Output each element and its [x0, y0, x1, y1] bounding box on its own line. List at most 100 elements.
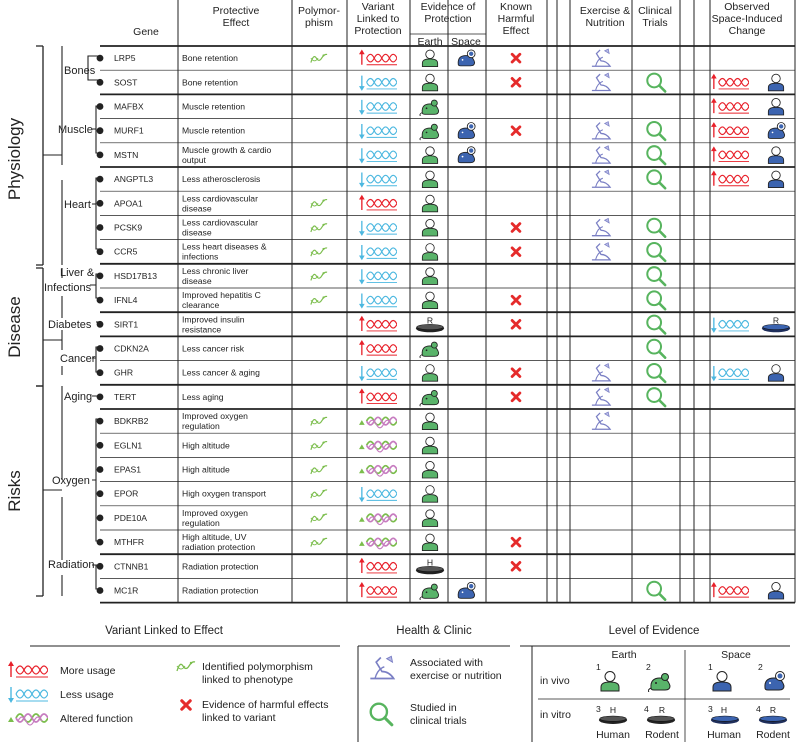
polymorphism-icon [310, 416, 328, 427]
effect-label: Improved oxygen regulation [182, 508, 248, 528]
legend-human-label-a: Human [596, 729, 630, 741]
legend-poly-label-2: linked to phenotype [202, 674, 293, 686]
gene-label: EPAS1 [114, 465, 141, 475]
gene-node [96, 393, 104, 401]
gene-node [96, 562, 104, 570]
legend-level-title: Level of Evidence [609, 625, 700, 637]
observed-more-icon [711, 581, 749, 598]
legend-num-3b: 3 [708, 704, 713, 714]
gene-label: APOA1 [114, 198, 143, 208]
header-effect: Protective Effect [213, 5, 260, 29]
human-icon [421, 267, 439, 285]
polymorphism-icon [310, 513, 328, 523]
variant-more-icon [359, 48, 397, 66]
exercise-icon [591, 145, 611, 164]
effect-label: Less cardiovascular disease [182, 193, 258, 213]
exercise-icon [591, 362, 611, 382]
effect-label: Radiation protection [182, 586, 259, 596]
legend-clinical-label-2: clinical trials [410, 715, 467, 727]
human-icon [421, 49, 439, 68]
legend-dish-r-b: R [770, 705, 776, 715]
exercise-icon [591, 241, 611, 261]
clinical-trial-icon [646, 580, 667, 601]
variant-less-icon [359, 244, 397, 261]
clinical-trial-icon [646, 120, 667, 142]
variant-less-icon [359, 123, 397, 140]
legend-space-human-icon [712, 671, 732, 692]
clinical-trial-icon [646, 314, 667, 335]
harmful-effect-icon [510, 77, 522, 88]
legend-exercise-label-2: exercise or nutrition [410, 670, 502, 682]
legend-variant-title: Variant Linked to Effect [105, 625, 224, 637]
petri-dish-icon [415, 324, 445, 333]
clinical-trial-icon [646, 72, 667, 93]
gene-node [96, 587, 104, 594]
human-icon [767, 73, 785, 92]
group-infections: Infections [44, 282, 92, 294]
harmful-effect-icon [510, 246, 522, 257]
variant-less-icon [359, 268, 397, 286]
table-headers: Gene Protective Effect Polymor-phism Vari… [133, 1, 782, 48]
header-space: Space [451, 36, 481, 48]
human-icon [421, 291, 439, 310]
human-icon [421, 460, 439, 479]
polymorphism-icon [310, 537, 328, 548]
legend-poly-icon [176, 661, 196, 672]
effect-label: Bone retention [182, 77, 238, 87]
legend-clinical-label-1: Studied in [410, 702, 457, 714]
human-icon [421, 194, 439, 213]
human-icon [421, 436, 439, 455]
dish-letter: R [427, 315, 433, 325]
harmful-effect-icon [510, 294, 522, 306]
observed-more-icon [711, 121, 749, 139]
human-icon [767, 170, 785, 189]
harmful-effect-icon [510, 222, 522, 233]
exercise-icon [591, 387, 611, 406]
gene-node [96, 514, 104, 522]
header-observed: Observed Space-Induced Change [712, 1, 783, 37]
gene-node [96, 369, 104, 377]
gene-label: MAFBX [114, 102, 144, 112]
petri-dish-icon [761, 324, 791, 333]
effect-label: Less cancer risk [182, 344, 245, 354]
effect-label: Improved insulin resistance [182, 314, 245, 334]
gene-label: TERT [114, 392, 137, 402]
category-disease: Disease [5, 296, 24, 357]
variant-less-icon [359, 486, 397, 503]
variant-less-icon [359, 292, 397, 310]
clinical-trial-icon [646, 169, 667, 190]
exercise-icon [591, 72, 611, 92]
gene-label: SIRT1 [114, 319, 138, 329]
polymorphism-icon [310, 465, 328, 475]
legend-in-vivo: in vivo [540, 675, 570, 687]
observed-less-icon [711, 365, 749, 382]
exercise-icon [591, 169, 611, 188]
header-gene: Gene [133, 26, 159, 38]
variant-altered-icon [359, 464, 397, 478]
variant-less-icon [359, 220, 397, 237]
variant-less-icon [359, 171, 397, 189]
legend-dish-h-b: H [721, 705, 727, 715]
gene-node [96, 538, 104, 546]
legend-health-title: Health & Clinic [396, 625, 472, 637]
harmful-effect-icon [510, 52, 522, 64]
legend-less-label: Less usage [60, 689, 114, 701]
gene-label: IFNL4 [114, 295, 138, 305]
effect-label: Less cancer & aging [182, 368, 260, 378]
legend-human-label-b: Human [707, 729, 741, 741]
gene-label: SOST [114, 77, 138, 87]
legend-space-dish-human-icon [710, 715, 740, 725]
legend-more-label: More usage [60, 665, 116, 677]
gene-label: PCSK9 [114, 223, 142, 233]
human-icon [421, 73, 439, 92]
observed-more-icon [711, 73, 749, 90]
effect-label: Less heart diseases & infections [182, 242, 267, 262]
legend-less-icon [8, 686, 48, 704]
legend-earth-dish-rodent-icon [646, 715, 676, 725]
gene-node [96, 441, 104, 449]
human-icon [421, 509, 439, 527]
polymorphism-icon [310, 53, 328, 64]
exercise-icon [591, 48, 611, 67]
variant-altered-icon [359, 440, 397, 453]
